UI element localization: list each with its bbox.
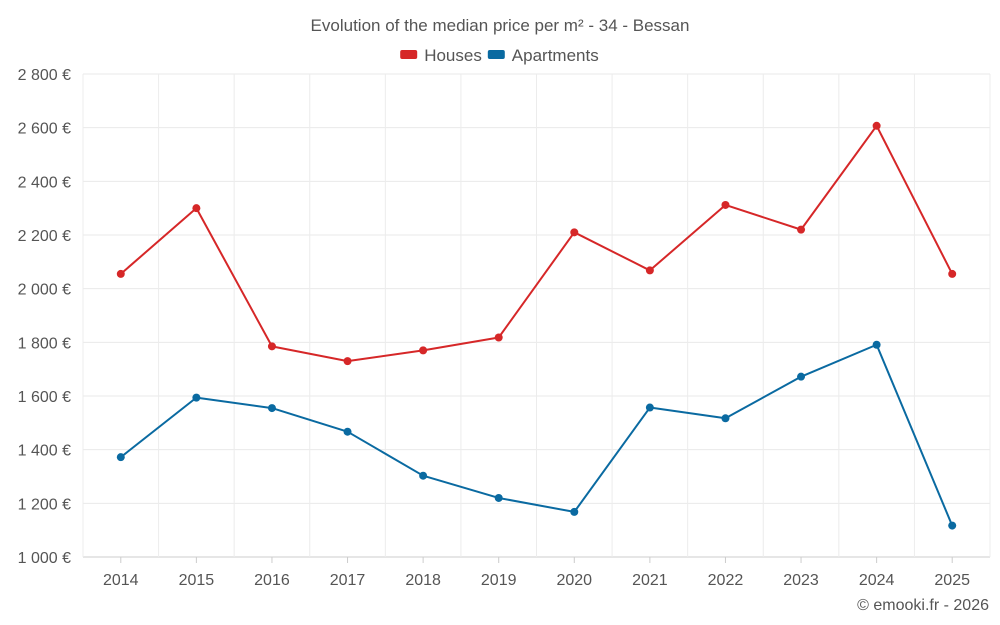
chart-title: Evolution of the median price per m² - 3… <box>311 16 690 35</box>
legend-swatch-houses <box>400 50 418 59</box>
x-tick-label: 2016 <box>254 572 290 589</box>
houses-point <box>872 121 881 130</box>
houses-point <box>645 266 654 275</box>
x-tick-label: 2018 <box>405 572 441 589</box>
y-tick-label: 2 600 € <box>18 121 71 138</box>
apartments-point <box>343 427 352 436</box>
credit-text: © emooki.fr - 2026 <box>857 597 989 614</box>
legend-label-apartments: Apartments <box>512 46 599 65</box>
apartments-point <box>797 372 806 381</box>
houses-point <box>343 357 352 366</box>
houses-point <box>116 269 125 278</box>
apartments-point <box>192 393 201 402</box>
houses-point <box>948 269 957 278</box>
y-tick-label: 1 200 € <box>18 496 71 513</box>
houses-point <box>570 228 579 237</box>
x-tick-label: 2015 <box>179 572 215 589</box>
apartments-point <box>645 403 654 412</box>
x-tick-label: 2024 <box>859 572 895 589</box>
houses-point <box>494 333 503 342</box>
legend-swatch-apartments <box>487 50 505 59</box>
houses-point <box>192 204 201 213</box>
apartments-point <box>116 453 125 462</box>
houses-point <box>419 346 428 355</box>
y-tick-label: 2 800 € <box>18 67 71 84</box>
legend: Houses Apartments <box>400 46 599 65</box>
houses-point <box>267 342 276 351</box>
houses-line <box>120 124 954 363</box>
legend-label-houses: Houses <box>424 46 482 65</box>
houses-point <box>797 225 806 234</box>
apartments-point <box>419 471 428 480</box>
apartments-point <box>570 507 579 516</box>
x-tick-label: 2019 <box>481 572 517 589</box>
grid <box>82 73 991 558</box>
x-tick-label: 2022 <box>708 572 744 589</box>
apartments-line <box>120 343 954 526</box>
y-tick-label: 2 400 € <box>18 174 71 191</box>
x-tick-label: 2014 <box>103 572 139 589</box>
y-tick-label: 1 000 € <box>18 550 71 567</box>
series-layer <box>116 121 957 530</box>
apartments-point <box>948 521 957 530</box>
x-tick-label: 2023 <box>783 572 819 589</box>
x-tick-label: 2020 <box>556 572 592 589</box>
apartments-point <box>494 493 503 502</box>
x-tick-label: 2017 <box>330 572 366 589</box>
y-tick-label: 1 800 € <box>18 335 71 352</box>
apartments-point <box>872 340 881 349</box>
x-tick-label: 2025 <box>934 572 970 589</box>
apartments-point <box>267 404 276 413</box>
x-tick-label: 2021 <box>632 572 668 589</box>
x-axis: 2014 2015 2016 2017 2018 2019 2020 2021 2022 2023… <box>103 557 970 589</box>
houses-point <box>721 200 730 209</box>
y-tick-label: 2 200 € <box>18 228 71 245</box>
y-tick-label: 1 400 € <box>18 443 71 460</box>
y-tick-label: 2 000 € <box>18 282 71 299</box>
y-tick-label: 1 600 € <box>18 389 71 406</box>
apartments-point <box>721 414 730 423</box>
y-axis: 1 000 € 1 200 € 1 400 € 1 600 € 1 800 € 2 000… <box>18 67 71 567</box>
